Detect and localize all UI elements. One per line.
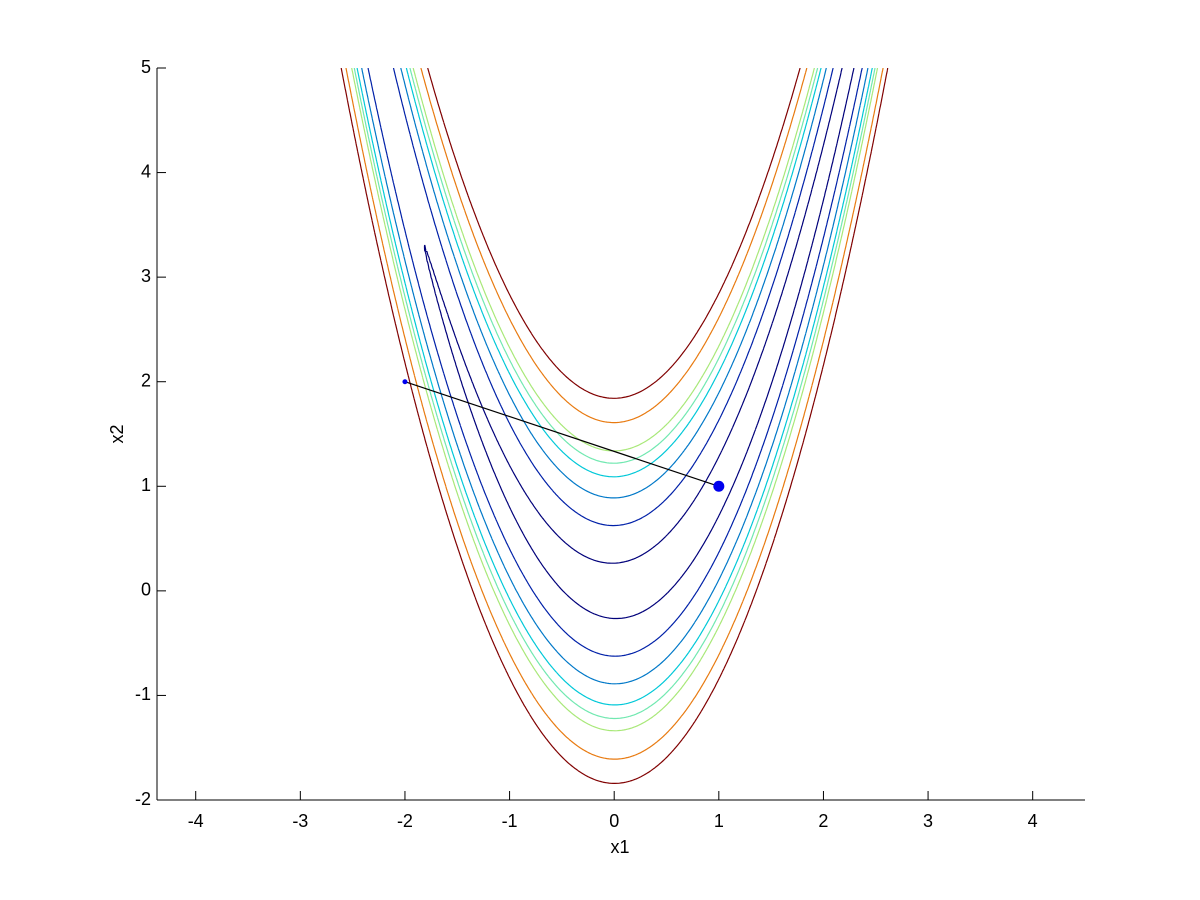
x-tick-label: 3: [923, 811, 933, 831]
x-tick-label: -1: [502, 811, 518, 831]
x-tick-label: 0: [609, 811, 619, 831]
y-tick-label: 3: [141, 266, 151, 286]
x-tick-label: 2: [818, 811, 828, 831]
y-tick-label: 4: [141, 161, 151, 181]
contour-line: [367, 68, 863, 657]
path-line: [404, 381, 720, 487]
y-axis-label: x2: [107, 424, 127, 443]
contour-line: [353, 68, 876, 720]
contour-line: [340, 68, 889, 784]
contour-line: [423, 68, 855, 620]
y-tick-label: 1: [141, 475, 151, 495]
contour-line: [345, 68, 884, 760]
end-point: [713, 480, 725, 492]
y-tick-label: -2: [135, 789, 151, 809]
y-tick-label: 0: [141, 580, 151, 600]
start-point: [402, 379, 408, 385]
contour-group: [340, 68, 889, 784]
x-tick-label: -4: [188, 811, 204, 831]
y-tick-label: 5: [141, 57, 151, 77]
x-tick-label: 4: [1028, 811, 1038, 831]
contour-line: [356, 68, 873, 706]
y-tick-label: 2: [141, 370, 151, 390]
y-tick-label: -1: [135, 684, 151, 704]
contour-line: [351, 68, 879, 732]
x-tick-label: 1: [714, 811, 724, 831]
x-tick-label: -2: [397, 811, 413, 831]
x-axis-label: x1: [610, 837, 629, 857]
x-tick-label: -3: [292, 811, 308, 831]
